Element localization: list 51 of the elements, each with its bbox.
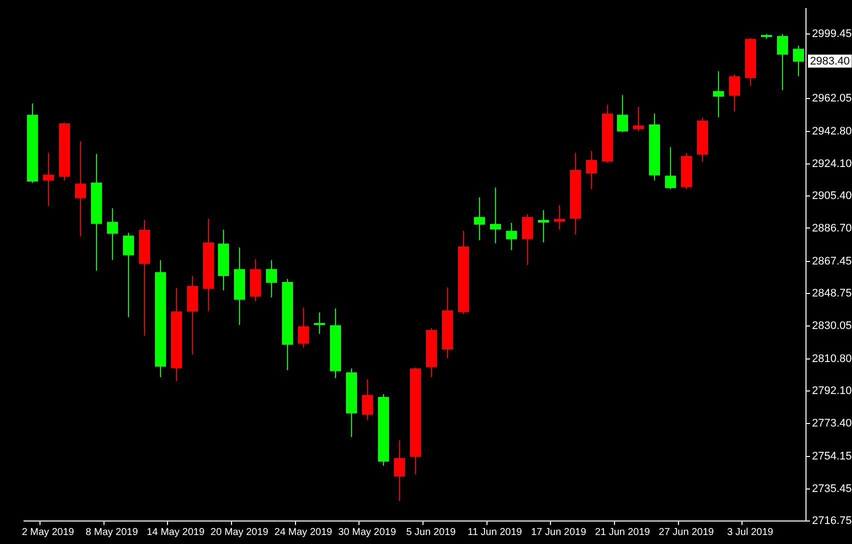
x-tick-label: 27 Jun 2019 [658, 526, 714, 538]
y-tick-label: 2830.05 [812, 320, 852, 332]
candlestick [75, 140, 86, 237]
text: 2983.40 [810, 56, 850, 68]
x-tick-label: 24 May 2019 [274, 526, 333, 538]
y-tick-label: 2867.45 [812, 255, 852, 268]
x-tick-label: 2 May 2019 [22, 526, 74, 538]
candlestick [777, 34, 788, 91]
x-tick-label: 30 May 2019 [338, 526, 396, 538]
y-tick-label: 2999.45 [812, 28, 852, 40]
candlestick [474, 196, 485, 241]
candlestick [123, 232, 134, 318]
x-tick-label: 17 Jun 2019 [531, 526, 587, 538]
candlestick [793, 45, 804, 77]
candlestick [729, 74, 740, 112]
y-tick-label: 2924.10 [812, 158, 852, 170]
candlestick [633, 106, 644, 132]
x-tick-label: 20 May 2019 [210, 526, 269, 538]
candlestick [522, 214, 533, 266]
y-tick-label: 2848.75 [812, 288, 852, 300]
candlestick [713, 70, 724, 118]
y-tick-label: 2905.40 [812, 190, 852, 202]
candlestick [314, 312, 325, 334]
x-tick-label: 14 May 2019 [146, 526, 205, 538]
y-tick-label: 2735.45 [812, 482, 852, 495]
y-tick-label: 2886.70 [812, 222, 852, 234]
candlestick [43, 152, 54, 206]
x-tick-label: 21 Jun 2019 [594, 526, 650, 538]
x-tick-label: 5 Jun 2019 [406, 526, 456, 538]
y-tick-label: 2773.40 [812, 417, 852, 430]
candlestick [665, 146, 676, 190]
x-tick-label: 3 Jul 2019 [727, 526, 774, 538]
y-tick-label: 2792.10 [812, 385, 852, 398]
candlestick [490, 187, 501, 244]
y-tick-label: 2962.05 [812, 92, 852, 104]
x-tick-label: 8 May 2019 [86, 526, 138, 538]
y-tick-label: 2754.15 [812, 450, 852, 463]
candlestick [298, 306, 309, 348]
candlestick [554, 204, 565, 230]
y-tick-label: 2810.80 [812, 353, 852, 366]
candlestick [538, 210, 549, 243]
candlestick [617, 94, 628, 133]
x-tick-label: 11 Jun 2019 [468, 526, 522, 538]
y-tick-label: 2942.80 [812, 126, 852, 138]
candlestick [362, 378, 373, 421]
candlestick [266, 260, 277, 298]
candlestick [586, 150, 597, 190]
candlestick [506, 222, 517, 251]
candlestick [107, 208, 118, 260]
y-tick-label: 2716.75 [812, 515, 852, 528]
candlestick [394, 440, 405, 502]
